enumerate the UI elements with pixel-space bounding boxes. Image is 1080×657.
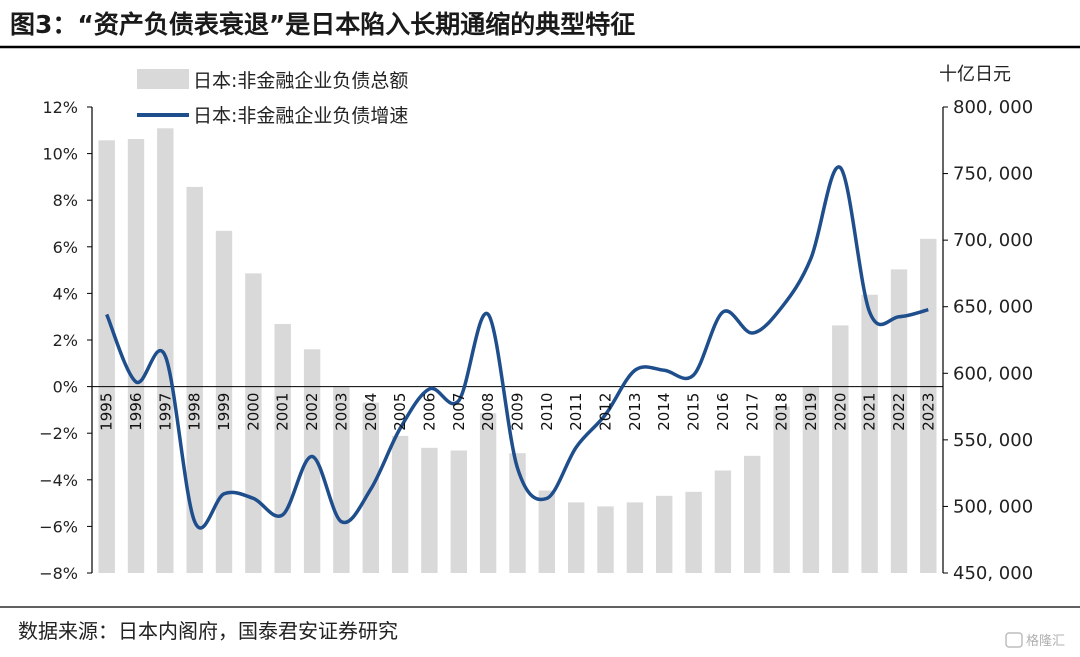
bar-2002 [303,349,321,573]
x-tick-label: 2018 [773,393,791,431]
bar-2012 [597,506,614,573]
line-layer [105,165,929,530]
bar-2017 [744,455,761,573]
right-tick-label: 750, 000 [953,164,1033,185]
bar-1998 [186,186,203,573]
bar-2001 [274,324,291,573]
axes-layer: 12% 10% 8% 6% 4% 2% 0% −2% −4% −6% −8% 800, 000 750,… [39,97,1033,584]
x-tick-label: 2000 [244,393,262,431]
bar-2015 [685,491,702,573]
x-tick-label: 1997 [156,393,174,431]
bar-2018 [773,406,790,573]
left-tick-label: 2% [53,331,78,350]
right-tick-label: 800, 000 [953,97,1033,118]
x-tick-label: 2016 [714,393,732,431]
x-tick-label: 2004 [362,393,380,431]
x-tick-label: 2006 [421,393,439,431]
left-tick-label: −4% [39,471,78,490]
left-tick-label: −8% [39,564,78,583]
x-tick-label: 2008 [479,393,497,431]
left-tick-label: 8% [53,191,78,210]
bar-2011 [568,502,585,573]
bar-2013 [626,502,644,573]
x-tick-label: 2012 [597,393,615,431]
source-note: 数据来源：日本内阁府，国泰君安证券研究 [18,619,398,643]
watermark-logo-icon [1005,632,1023,648]
x-tick-label: 1998 [186,393,204,431]
legend-bar-swatch [137,69,189,89]
bar-1997 [157,128,174,574]
left-tick-label: −2% [39,424,78,443]
x-tick-label: 2007 [450,393,468,431]
bar-2006 [421,447,438,573]
legend-bar-label: 日本:非金融企业负债总额 [193,70,408,92]
right-tick-label: 450, 000 [953,563,1033,584]
legend: 日本:非金融企业负债总额 日本:非金融企业负债增速 [137,69,408,127]
x-tick-label: 2017 [743,393,761,431]
x-tick-label: 2014 [655,393,673,431]
bar-1995 [98,140,115,574]
left-tick-label: 6% [53,238,78,257]
bar-1999 [215,230,233,574]
right-tick-label: 600, 000 [953,363,1033,384]
x-tick-label: 2009 [509,393,527,431]
watermark: 格隆汇 [1005,632,1065,649]
bar-2007 [450,450,467,573]
bar-2016 [714,470,732,573]
bar-2021 [861,294,878,573]
right-axis-unit: 十亿日元 [939,64,1011,85]
bar-2003 [333,386,350,573]
left-tick-label: 0% [53,378,78,397]
x-tick-label: 2003 [332,393,350,431]
x-tick-label: 2010 [538,393,556,431]
x-tick-label: 2013 [626,393,644,431]
bar-2005 [391,435,409,573]
left-tick-label: 10% [42,145,78,164]
x-tick-label: 2019 [802,393,820,431]
bar-2008 [479,413,497,573]
x-tick-label: 1995 [98,393,116,431]
x-tick-label: 2021 [861,393,879,431]
bar-1996 [127,139,145,573]
x-tick-label: 2022 [890,393,908,431]
bar-2010 [538,490,555,573]
bars-layer [98,128,937,574]
bar-2020 [832,325,849,573]
right-tick-label: 550, 000 [953,430,1033,451]
left-tick-label: 4% [53,284,78,303]
growth-line [105,165,929,530]
x-tick-label: 2020 [831,393,849,431]
x-tick-label: 2005 [391,393,409,431]
watermark-text: 格隆汇 [1026,633,1065,649]
x-tick-label: 2015 [685,393,703,431]
x-tick-label: 1999 [215,393,233,431]
x-tick-label: 1996 [127,393,145,431]
right-tick-label: 500, 000 [953,496,1033,517]
bar-2014 [656,495,673,573]
x-tick-label: 2023 [919,393,937,431]
left-tick-label: −6% [39,517,78,536]
bar-2023 [920,238,937,574]
x-tick-label: 2011 [567,393,585,431]
x-tick-label: 2002 [303,393,321,431]
legend-line-label: 日本:非金融企业负债增速 [193,105,408,127]
chart-title: 图3：“资产负债表衰退”是日本陷入长期通缩的典型特征 [10,10,635,39]
x-tick-label: 2001 [274,393,292,431]
left-tick-label: 12% [42,98,78,117]
bar-2019 [802,386,820,573]
right-tick-label: 700, 000 [953,230,1033,251]
right-tick-label: 650, 000 [953,297,1033,318]
bar-2022 [890,269,908,573]
category-labels: 1995 1996 1997 1998 1999 2000 2001 2002 2003 2004… [98,393,938,431]
